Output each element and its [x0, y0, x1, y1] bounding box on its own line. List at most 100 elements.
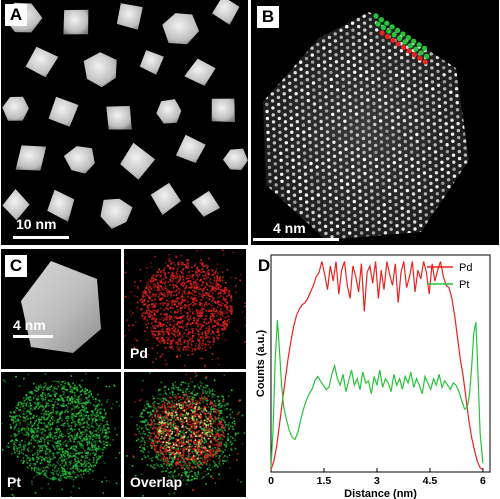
map-pixel	[182, 262, 184, 265]
map-pixel	[106, 401, 108, 403]
map-pixel	[98, 424, 101, 427]
map-pixel	[133, 346, 136, 349]
map-pixel	[172, 307, 174, 309]
map-pixel	[30, 469, 33, 471]
map-pixel	[226, 307, 228, 309]
map-pixel	[62, 443, 64, 446]
map-pixel	[142, 301, 145, 304]
atom-column	[267, 29, 272, 33]
atom-column	[365, 91, 370, 95]
map-pixel	[92, 452, 94, 455]
map-pixel	[163, 278, 165, 280]
atom-column	[400, 206, 404, 210]
map-pixel	[194, 287, 197, 289]
atom-column	[329, 77, 333, 82]
map-pixel	[98, 404, 101, 407]
map-pixel	[52, 473, 55, 476]
map-pixel	[199, 304, 201, 306]
atom-column	[285, 155, 289, 159]
atom-column	[309, 161, 313, 166]
atom-column	[489, 52, 492, 55]
map-pixel	[194, 273, 197, 275]
atom-column	[375, 42, 379, 46]
map-pixel	[69, 438, 71, 440]
map-pixel	[168, 337, 170, 340]
map-pixel	[210, 268, 213, 271]
map-pixel	[29, 408, 31, 411]
atom-column	[426, 118, 430, 123]
map-pixel	[73, 472, 76, 474]
map-pixel	[89, 448, 91, 450]
map-pixel	[182, 268, 184, 270]
map-pixel	[35, 406, 38, 408]
map-pixel	[61, 405, 63, 407]
map-pixel	[161, 316, 163, 319]
map-pixel	[175, 330, 177, 333]
map-pixel	[217, 322, 219, 324]
atom-column	[420, 122, 425, 126]
map-pixel	[189, 275, 191, 277]
map-pixel	[199, 323, 201, 326]
atom-column	[258, 85, 261, 88]
map-pixel	[66, 428, 69, 431]
map-pixel	[170, 291, 173, 293]
map-pixel	[227, 395, 230, 397]
atom-column	[265, 109, 269, 114]
map-pixel	[172, 386, 174, 389]
map-pixel	[96, 423, 99, 426]
map-pixel	[217, 338, 219, 341]
map-pixel	[67, 436, 70, 438]
map-pixel	[157, 284, 159, 286]
map-pixel	[150, 310, 152, 313]
pt-surface-marker	[413, 46, 419, 52]
map-pixel	[62, 433, 65, 435]
map-pixel	[208, 336, 210, 338]
atom-column	[358, 59, 362, 64]
atom-column	[389, 91, 393, 95]
map-pixel	[173, 323, 176, 325]
map-pixel	[160, 279, 163, 282]
map-pixel	[157, 458, 160, 461]
atom-column	[441, 52, 445, 56]
map-pixel	[161, 302, 163, 304]
atom-column	[294, 85, 298, 89]
map-pixel	[16, 455, 19, 458]
map-pixel	[165, 317, 168, 319]
atom-column	[367, 140, 372, 144]
map-pixel	[186, 291, 189, 293]
map-pixel	[152, 332, 154, 335]
map-pixel	[159, 355, 162, 358]
map-pixel	[207, 274, 210, 277]
map-pixel	[48, 456, 51, 458]
map-pixel	[194, 348, 197, 351]
atom-column	[446, 20, 450, 24]
atom-column	[276, 81, 280, 86]
map-pixel	[210, 401, 213, 403]
atom-column	[460, 212, 464, 217]
map-pixel	[85, 429, 88, 431]
map-pixel	[165, 325, 168, 327]
atom-column	[294, 99, 299, 103]
map-pixel	[202, 307, 204, 310]
map-pixel	[203, 278, 206, 281]
panel-a-label: A	[5, 4, 27, 26]
map-pixel	[239, 279, 241, 282]
map-pixel	[81, 433, 84, 436]
map-pixel	[214, 300, 216, 303]
atom-column	[307, 242, 310, 245]
map-pixel	[84, 457, 87, 459]
map-pixel	[187, 315, 189, 317]
atom-column	[446, 171, 450, 175]
map-pixel	[26, 423, 28, 425]
map-pixel	[171, 328, 173, 330]
map-pixel	[162, 297, 164, 300]
atom-column	[435, 199, 440, 203]
atom-column	[467, 107, 469, 112]
atom-column	[358, 52, 362, 57]
map-pixel	[40, 383, 42, 386]
map-pixel	[165, 313, 168, 316]
map-pixel	[103, 443, 105, 445]
atom-column	[478, 202, 481, 205]
atom-column	[416, 167, 421, 172]
map-pixel	[213, 276, 215, 279]
